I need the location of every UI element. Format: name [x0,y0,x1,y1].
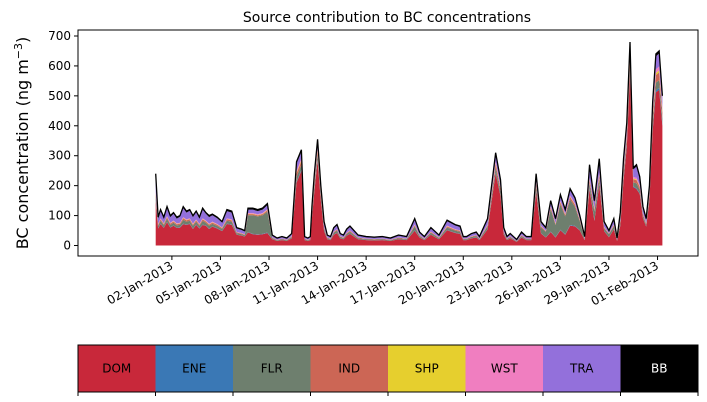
y-tick-label: 600 [48,59,71,73]
legend-swatch-flr [233,345,311,392]
y-tick-label: 0 [63,239,71,253]
legend-swatch-shp [388,345,466,392]
legend-label: ENE [182,362,206,376]
y-axis-label: BC concentration (ng m−3) [12,37,32,250]
x-axis: 02-Jan-201305-Jan-201308-Jan-201311-Jan-… [105,256,661,308]
legend-label: TRA [569,362,594,376]
area-flr [155,64,663,242]
y-tick-label: 400 [48,119,71,133]
area-dom [155,72,663,246]
legend-label: BB [651,362,667,376]
legend-swatch-ind [310,345,388,392]
legend-swatch-ene [155,345,233,392]
legend-label: IND [338,362,360,376]
legend-label: SHP [415,362,439,376]
y-tick-label: 700 [48,29,71,43]
legend-label: FLR [261,362,283,376]
total-outline [155,41,664,241]
legend-swatch-wst [465,345,543,392]
y-tick-label: 200 [48,179,71,193]
y-axis: 0 100 200 300 400 500 600 700 [48,29,78,253]
legend-label: DOM [102,362,131,376]
chart-title: Source contribution to BC concentrations [243,10,531,26]
plot-areas [155,41,663,246]
y-tick-label: 100 [48,209,71,223]
legend-swatch-dom [78,345,156,392]
legend-swatch-tra [543,345,621,392]
plot-frame [77,29,699,257]
y-tick-label: 500 [48,89,71,103]
legend-swatch-bb [620,345,698,392]
legend: DOM ENE FLR IND SHP WST TRA BB [77,344,699,396]
area-ind [155,56,663,242]
legend-label: WST [491,362,518,376]
y-tick-label: 300 [48,149,71,163]
